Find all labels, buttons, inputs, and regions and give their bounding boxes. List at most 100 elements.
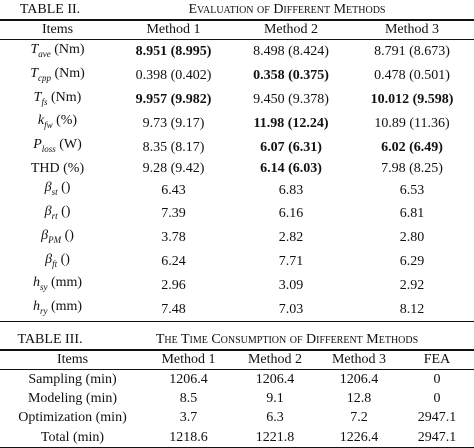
- value-cell: 3.09: [278, 277, 304, 293]
- symbol: h: [32, 275, 40, 291]
- unit: (Nm): [54, 42, 85, 57]
- symbol: T: [30, 42, 39, 57]
- value-cell: 1206.4: [339, 372, 379, 388]
- value-cell: 2.92: [399, 277, 425, 293]
- item-cell: βPM (): [0, 226, 115, 250]
- table-row: Tfs (Nm) 9.957 (9.982) 9.450 (9.378) 10.012…: [0, 88, 474, 112]
- value-cell: 1206.4: [255, 372, 295, 388]
- value-cell: 9.957 (9.982): [135, 91, 212, 107]
- value-cell: 0.358 (0.375): [253, 68, 329, 84]
- value-cell: 8.791 (8.673): [374, 44, 450, 60]
- table-label: TABLE III.: [17, 331, 83, 347]
- column-header: Method 1: [145, 348, 232, 370]
- table: Items Method 1 Method 2 Method 3 FEA Samplin…: [0, 348, 474, 448]
- column-header: Method 3: [350, 19, 474, 40]
- table-row: Tcpp (Nm) 0.398 (0.402) 0.358 (0.375) 0.478…: [0, 64, 474, 88]
- value-cell: 7.39: [161, 206, 186, 222]
- symbol: β: [41, 227, 49, 243]
- value-cell: 0: [433, 372, 441, 388]
- item-cell: Sampling (min): [28, 372, 117, 388]
- item-cell: THD (%): [0, 159, 115, 178]
- item-cell: βft (): [0, 250, 115, 274]
- value-cell: 9.28 (9.42): [142, 161, 205, 177]
- symbol: β: [44, 203, 52, 219]
- symbol: β: [44, 180, 52, 196]
- column-header: FEA: [400, 348, 474, 370]
- unit: (Nm): [50, 89, 82, 105]
- unit: (mm): [50, 299, 83, 315]
- value-cell: 1221.8: [232, 427, 318, 448]
- table-row: βst () 6.43 6.83 6.53: [0, 178, 474, 202]
- value-cell: 6.29: [399, 253, 425, 269]
- value-cell: 8.5: [179, 391, 198, 407]
- item-cell: Tave (Nm): [0, 40, 115, 64]
- value-cell: 7.2: [350, 410, 368, 426]
- subscript: ave: [38, 48, 51, 59]
- subscript: ry: [39, 305, 48, 316]
- item-cell: Tcpp (Nm): [0, 64, 115, 88]
- symbol: T: [30, 65, 38, 81]
- item-cell: βrt (): [0, 202, 115, 226]
- column-header: Items: [0, 348, 145, 370]
- symbol: THD: [30, 161, 60, 177]
- table: Items Method 1 Method 2 Method 3 Tave (Nm) 8…: [0, 19, 474, 322]
- value-cell: 10.012 (9.598): [370, 91, 454, 107]
- caption: TABLE III. The Time Consumption of Diffe…: [0, 331, 474, 349]
- table-row: kfw (%) 9.73 (9.17) 11.98 (12.24) 10.89 (11…: [0, 111, 474, 135]
- value-cell: 0.398 (0.402): [135, 68, 212, 84]
- value-cell: 8.951 (8.995): [135, 44, 212, 60]
- symbol: h: [32, 299, 40, 315]
- item-cell: Ploss (W): [0, 135, 115, 159]
- subscript: sy: [39, 282, 48, 293]
- subscript: cpp: [37, 72, 51, 83]
- unit: (): [60, 251, 70, 267]
- value-cell: 9.73 (9.17): [142, 115, 205, 131]
- value-cell: 8.35 (8.17): [142, 139, 205, 155]
- value-cell: 9.1: [266, 391, 284, 407]
- value-cell: 3.7: [179, 410, 198, 426]
- table-row: hsy (mm) 2.96 3.09 2.92: [0, 273, 474, 297]
- table-row: Optimization (min) 3.7 6.3 7.2 2947.1: [0, 408, 474, 427]
- value-cell: 7.98 (8.25): [381, 161, 443, 177]
- column-header: Method 3: [318, 348, 400, 370]
- header-row: Items Method 1 Method 2 Method 3 FEA: [0, 348, 474, 370]
- table-title: The Time Consumption of Different Method…: [155, 331, 419, 347]
- symbol: P: [33, 137, 42, 153]
- unit: (): [61, 203, 71, 219]
- subscript: rt: [51, 210, 58, 221]
- symbol: T: [33, 89, 42, 105]
- item-cell: Optimization (min): [18, 410, 127, 426]
- value-cell: 11.98 (12.24): [253, 115, 329, 131]
- value-cell: 1218.6: [145, 427, 232, 448]
- item-cell: kfw (%): [0, 111, 115, 135]
- subscript: loss: [41, 143, 56, 154]
- unit: (): [61, 180, 71, 196]
- table-row: Tave (Nm) 8.951 (8.995) 8.498 (8.424) 8.791…: [0, 40, 474, 64]
- unit: (): [64, 227, 74, 243]
- subscript: ft: [52, 258, 58, 269]
- value-cell: 8.12: [350, 297, 474, 322]
- table-label: TABLE II.: [19, 2, 81, 17]
- value-cell: 7.03: [232, 297, 350, 322]
- column-header: Method 2: [232, 19, 350, 40]
- table-title: Evaluation of Different Methods: [188, 2, 386, 17]
- value-cell: 3.78: [161, 230, 186, 246]
- column-header: Items: [0, 19, 115, 40]
- subscript: fs: [41, 96, 48, 107]
- value-cell: 0: [433, 391, 441, 407]
- subscript: fw: [44, 120, 53, 131]
- unit: (W): [59, 137, 82, 153]
- value-cell: 12.8: [346, 391, 372, 407]
- table-row: Sampling (min) 1206.4 1206.4 1206.4 0: [0, 369, 474, 389]
- value-cell: 6.16: [278, 206, 304, 222]
- item-cell: Modeling (min): [27, 391, 118, 407]
- item-cell: βst (): [0, 178, 115, 202]
- value-cell: 6.53: [399, 182, 425, 198]
- value-cell: 2.80: [399, 230, 425, 246]
- value-cell: 6.43: [161, 182, 186, 198]
- table-row: βft () 6.24 7.71 6.29: [0, 250, 474, 274]
- item-cell: hry (mm): [0, 297, 115, 322]
- value-cell: 6.3: [266, 410, 284, 426]
- column-header: Method 1: [115, 19, 232, 40]
